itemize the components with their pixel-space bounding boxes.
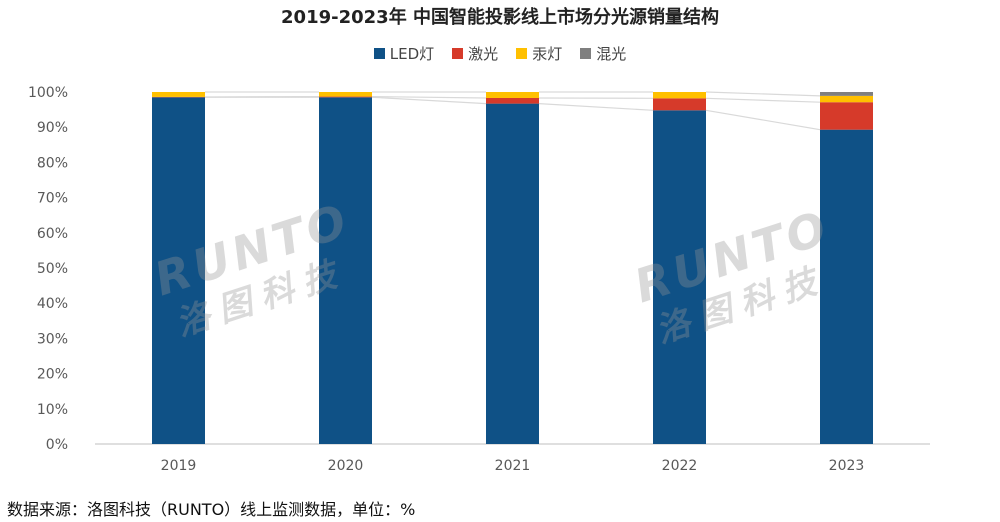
y-tick-label: 100% [28,85,68,101]
x-tick-label: 2019 [161,458,197,474]
bar-segment-2-2022 [653,92,706,99]
y-tick-label: 0% [46,437,68,453]
y-tick-label: 50% [37,261,68,277]
bar-segment-2-2019 [152,92,205,97]
legend-item-led: LED灯 [373,43,435,64]
legend-item-laser: 激光 [452,43,498,64]
y-tick-label: 70% [37,191,68,207]
bar-segment-0-2020 [319,97,372,444]
bar-segment-1-2021 [486,97,539,104]
x-tick-label: 2021 [495,458,531,474]
x-tick-label: 2020 [328,458,364,474]
series-line-1 [371,95,487,99]
series-line-1 [705,97,821,103]
bar-segment-0-2021 [486,103,539,444]
legend-label-hybrid: 混光 [596,45,627,63]
chart-legend: LED灯 激光 汞灯 混光 [0,43,1000,64]
y-tick-label: 90% [37,120,68,136]
y-tick-label: 80% [37,155,68,171]
y-tick-label: 40% [37,296,68,312]
bar-segment-1-2022 [653,98,706,111]
bar-segment-0-2022 [653,110,706,444]
legend-swatch-mercury [516,48,528,59]
bar-segment-0-2023 [820,129,873,444]
bar-segment-1-2020 [319,96,372,98]
legend-swatch-laser [452,48,464,59]
series-line-0 [371,96,487,105]
bar-segment-2-2023 [820,95,873,103]
legend-label-laser: 激光 [468,45,499,63]
bar-segment-2-2020 [319,92,372,97]
bar-segment-2-2021 [486,92,539,98]
series-line-0 [538,103,654,111]
series-line-2 [705,91,821,97]
y-tick-label: 20% [37,367,68,383]
legend-label-mercury: 汞灯 [532,45,563,63]
x-tick-label: 2022 [662,458,698,474]
y-tick-label: 60% [37,226,68,242]
source-note: 数据来源：洛图科技（RUNTO）线上监测数据，单位：% [7,500,416,519]
y-tick-label: 10% [37,402,68,418]
series-line-0 [705,109,821,131]
bar-segment-1-2023 [820,102,873,130]
x-tick-label: 2023 [829,458,865,474]
bar-segment-3-2023 [820,92,873,96]
legend-item-hybrid: 混光 [580,43,626,64]
legend-label-led: LED灯 [389,45,435,63]
chart-title: 2019-2023年 中国智能投影线上市场分光源销量结构 [281,7,719,28]
y-tick-label: 30% [37,331,68,347]
legend-item-mercury: 汞灯 [516,43,562,64]
legend-swatch-led [373,48,385,59]
legend-swatch-hybrid [580,48,592,59]
bar-segment-0-2019 [152,97,205,444]
